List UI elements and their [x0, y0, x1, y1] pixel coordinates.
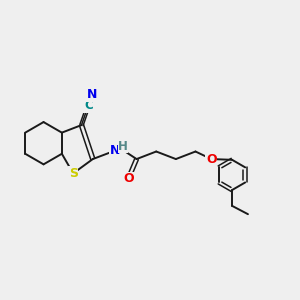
Text: O: O	[123, 172, 134, 185]
Text: H: H	[118, 140, 128, 153]
Text: C: C	[84, 99, 93, 112]
Text: S: S	[69, 167, 78, 180]
Text: N: N	[110, 144, 120, 157]
Text: O: O	[206, 153, 217, 166]
Text: N: N	[87, 88, 97, 101]
